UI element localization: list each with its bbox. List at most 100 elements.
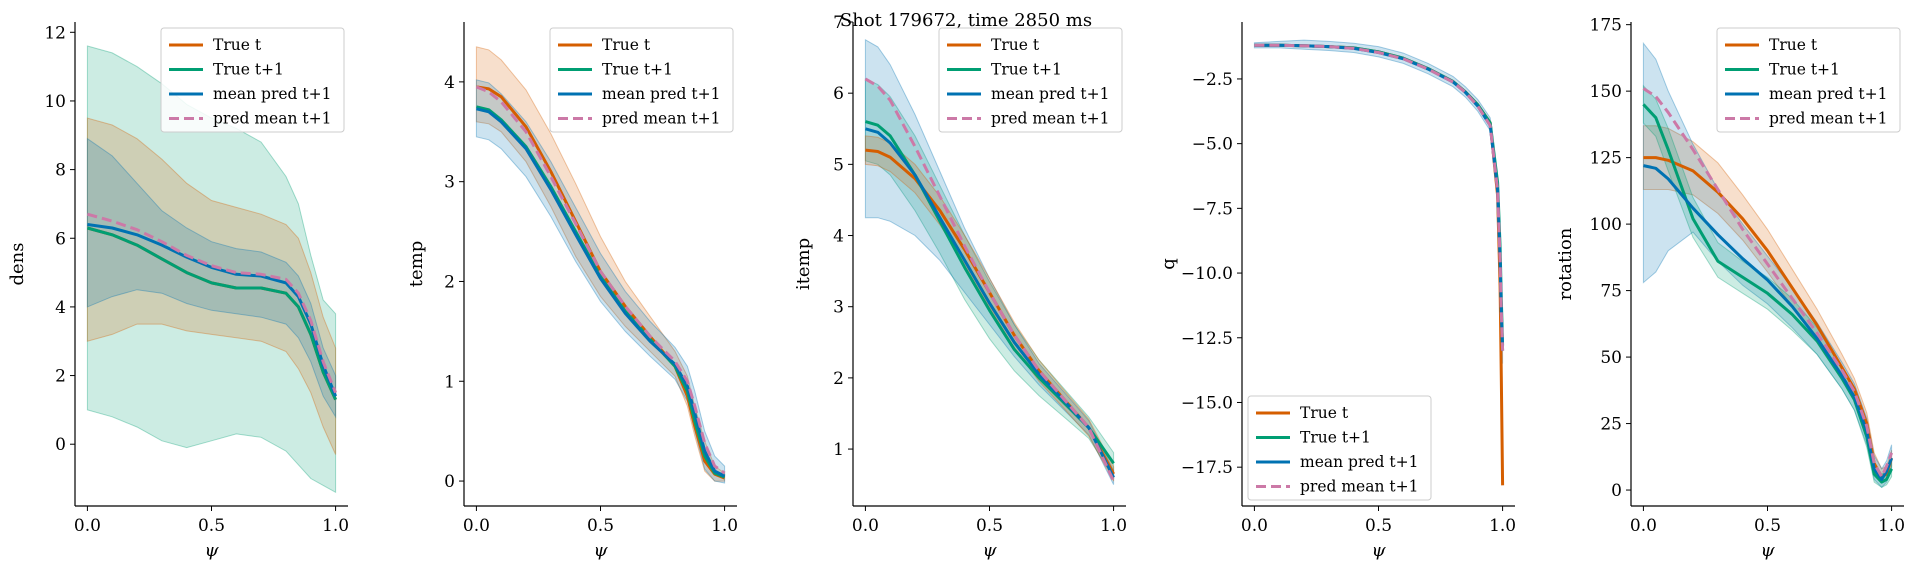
legend-label-mean-pred-t1: mean pred t+1 (602, 85, 720, 103)
y-tick-label: 175 (1590, 16, 1622, 36)
x-axis-label: ψ (1371, 540, 1386, 561)
y-axis-label: rotation (1555, 227, 1576, 300)
legend-label-pred-mean-t1: pred mean t+1 (1300, 478, 1418, 496)
legend-label-pred-mean-t1: pred mean t+1 (1769, 110, 1887, 128)
x-tick-label: 1.0 (322, 516, 349, 536)
y-tick-label: 10 (44, 92, 66, 112)
line-true-t1 (87, 226, 337, 401)
y-tick-label: 7 (833, 13, 844, 33)
y-tick-label: 4 (55, 298, 66, 318)
y-tick-label: 4 (833, 227, 844, 247)
y-tick-label: −15.0 (1181, 393, 1233, 413)
legend: True t True t+1 mean pred t+1 pred mean t+1 (549, 27, 734, 133)
y-tick-label: −7.5 (1192, 199, 1233, 219)
x-tick-label: 1.0 (1489, 516, 1516, 536)
legend: True t True t+1 mean pred t+1 pred mean t+1 (938, 27, 1123, 133)
y-axis-label: itemp (793, 238, 814, 290)
y-tick-label: 1 (833, 440, 844, 460)
legend-label-true-t1: True t+1 (213, 61, 284, 79)
legend-label-mean-pred-t1: mean pred t+1 (1300, 453, 1418, 471)
legend-frame (1247, 395, 1432, 501)
y-tick-label: 0 (55, 435, 66, 455)
y-tick-label: 8 (55, 161, 66, 181)
y-tick-label: 2 (833, 369, 844, 389)
subplot-q: 0.0 0.5 1.0 −2.5 −5.0 −7.5 −10.0 −12.5 −15.0 −17.… (1158, 22, 1516, 561)
y-tick-label: 4 (444, 73, 455, 93)
legend-label-true-t1: True t+1 (1769, 61, 1840, 79)
x-tick-label: 0.0 (463, 516, 490, 536)
x-tick-label: 0.5 (587, 516, 614, 536)
y-tick-label: 3 (444, 173, 455, 193)
legend-label-true-t: True t (602, 36, 651, 54)
line-mean-pred-t1 (476, 107, 726, 478)
x-tick-label: 0.5 (1365, 516, 1392, 536)
legend: True t True t+1 mean pred t+1 pred mean t+1 (1247, 395, 1432, 501)
y-tick-label: 6 (833, 84, 844, 104)
y-tick-label: 25 (1600, 415, 1622, 435)
x-axis-label: ψ (593, 540, 608, 561)
legend: True t True t+1 mean pred t+1 pred mean t+1 (1716, 27, 1901, 133)
legend-label-mean-pred-t1: mean pred t+1 (213, 85, 331, 103)
band-mean-pred-t1 (86, 137, 337, 419)
line-true-t1 (1254, 43, 1505, 346)
x-tick-label: 0.0 (74, 516, 101, 536)
y-tick-label: 0 (444, 472, 455, 492)
x-axis-label: ψ (204, 540, 219, 561)
line-mean-pred-t1 (1254, 43, 1505, 351)
legend-label-true-t: True t (213, 36, 262, 54)
y-tick-label: 0 (1611, 481, 1622, 501)
y-tick-label: 150 (1590, 82, 1622, 102)
subplot-itemp: 0.0 0.5 1.0 1 2 3 4 5 6 7 ψ itemp True t True t+1 mean… (793, 13, 1127, 561)
legend-label-pred-mean-t1: pred mean t+1 (991, 110, 1109, 128)
band-mean-pred-t1 (864, 38, 1115, 485)
y-tick-label: 12 (44, 23, 66, 43)
y-tick-label: 5 (833, 155, 844, 175)
legend-label-true-t: True t (991, 36, 1040, 54)
y-tick-label: −10.0 (1181, 264, 1233, 284)
legend: True t True t+1 mean pred t+1 pred mean t+1 (160, 27, 345, 133)
figure-title: Shot 179672, time 2850 ms (840, 10, 1092, 31)
line-pred-mean-t1 (864, 77, 1115, 482)
y-tick-label: −2.5 (1192, 70, 1233, 90)
legend-label-true-t1: True t+1 (602, 61, 673, 79)
x-tick-label: 0.5 (198, 516, 225, 536)
legend-frame (160, 27, 345, 133)
legend-label-mean-pred-t1: mean pred t+1 (991, 85, 1109, 103)
x-tick-label: 0.5 (1754, 516, 1781, 536)
x-tick-label: 1.0 (1100, 516, 1127, 536)
band-true-t (86, 117, 337, 455)
line-pred-mean-t1 (86, 212, 337, 394)
subplot-dens: 0.0 0.5 1.0 0 2 4 6 8 10 12 ψ dens True t True t+1 mea… (7, 22, 349, 561)
y-tick-label: 6 (55, 229, 66, 249)
line-pred-mean-t1 (1642, 87, 1894, 479)
band-mean-pred-t1 (475, 79, 726, 484)
y-tick-label: −5.0 (1192, 135, 1233, 155)
subplot-temp: 0.0 0.5 1.0 0 1 2 3 4 ψ temp True t True t+1 mean pr… (406, 22, 738, 561)
y-tick-label: 2 (55, 367, 66, 387)
x-axis-label: ψ (1760, 540, 1775, 561)
band-mean-pred-t1 (1253, 39, 1504, 364)
legend-label-true-t: True t (1769, 36, 1818, 54)
legend-label-true-t: True t (1300, 404, 1349, 422)
y-tick-label: 75 (1600, 282, 1622, 302)
y-tick-label: −12.5 (1181, 329, 1233, 349)
legend-label-true-t1: True t+1 (991, 61, 1062, 79)
y-tick-label: 1 (444, 372, 455, 392)
legend-frame (1716, 27, 1901, 133)
y-tick-label: 125 (1590, 149, 1622, 169)
line-mean-pred-t1 (1643, 164, 1894, 481)
legend-label-mean-pred-t1: mean pred t+1 (1769, 85, 1887, 103)
x-axis-label: ψ (982, 540, 997, 561)
legend-label-pred-mean-t1: pred mean t+1 (602, 110, 720, 128)
y-tick-label: 100 (1590, 215, 1622, 235)
y-axis-label: temp (406, 241, 427, 287)
x-tick-label: 1.0 (1878, 516, 1905, 536)
y-axis-label: q (1158, 258, 1179, 270)
legend-frame (549, 27, 734, 133)
line-mean-pred-t1 (864, 127, 1115, 479)
legend-label-pred-mean-t1: pred mean t+1 (213, 110, 331, 128)
legend-frame (938, 27, 1123, 133)
x-tick-label: 0.0 (1241, 516, 1268, 536)
line-true-t1 (1642, 103, 1893, 484)
